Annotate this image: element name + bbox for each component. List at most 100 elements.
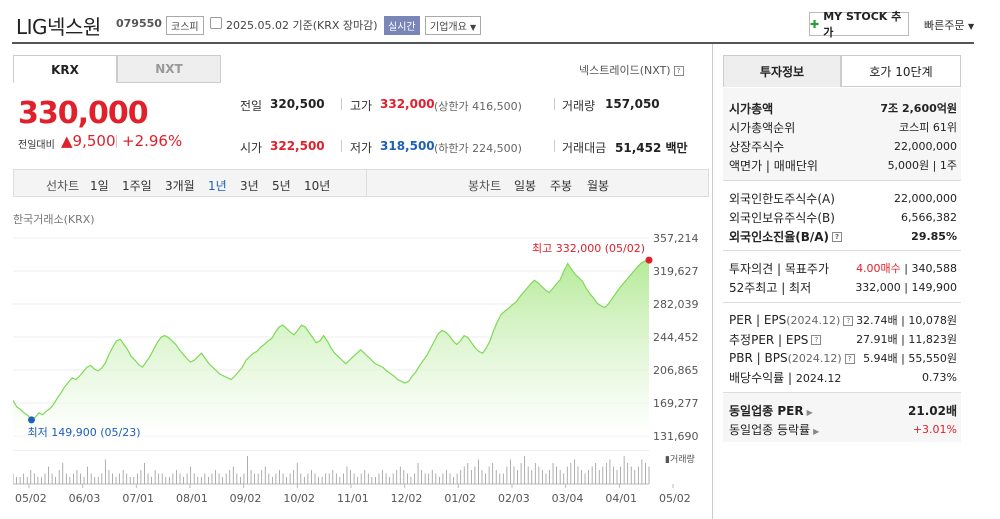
chevron-down-icon: ▼ — [470, 23, 477, 32]
sector-rate-label: 동일업종 등락률 ▶ — [729, 421, 819, 438]
change-amount: ▲9,500 — [61, 132, 116, 150]
realtime-badge[interactable]: 실시간 — [384, 16, 420, 35]
x-tick-label: 01/02 — [444, 492, 476, 505]
high-label: 고가 — [350, 99, 373, 113]
eps-value: 10,078원 — [908, 314, 957, 327]
low-label: 저가 — [350, 141, 373, 155]
per-values: 32.74배 | 10,078원 — [856, 314, 957, 327]
exchange-label: 한국거래소(KRX) — [13, 213, 95, 226]
info-label: 상장주식수 — [729, 139, 785, 154]
sector-per-value: 21.02배 — [908, 403, 957, 418]
panel-divider — [712, 44, 713, 519]
max-marker — [645, 256, 653, 264]
sector-rate-value: +3.01% — [912, 422, 957, 436]
y-tick-label: 282,039 — [653, 298, 699, 311]
stock-code: 079550 — [116, 17, 162, 30]
period-1w[interactable]: 1주일 — [122, 179, 152, 193]
dividend-label-text: 배당수익률 — [729, 370, 785, 385]
candle-chart-label[interactable]: 봉차트 — [468, 179, 502, 193]
est-per-values: 27.91배 | 11,823원 — [856, 333, 957, 346]
mystock-add-button[interactable]: ✚ MY STOCK 추가 — [809, 10, 909, 39]
period-10y[interactable]: 10년 — [304, 179, 331, 193]
candle-month[interactable]: 월봉 — [587, 179, 610, 193]
help-icon[interactable]: ? — [673, 66, 684, 76]
dividend-row: 배당수익률 | 2024.12 0.73% — [729, 368, 957, 386]
quick-order-link[interactable]: 빠른주문 ▼ — [924, 17, 974, 33]
volume-label: ▮거래량 — [665, 453, 695, 465]
help-icon[interactable]: ? — [844, 353, 855, 364]
candle-day[interactable]: 일봉 — [514, 179, 537, 193]
quote-sep — [554, 140, 555, 152]
x-tick-label: 02/03 — [498, 492, 530, 505]
period-1d[interactable]: 1일 — [90, 179, 109, 193]
mystock-label: MY STOCK 추가 — [823, 10, 902, 39]
change-label: 전일대비 — [18, 140, 55, 151]
prev-value: 320,500 — [270, 97, 325, 111]
market-badge: 코스피 — [166, 16, 204, 35]
nxt-link[interactable]: 넥스트레이드(NXT)? — [579, 62, 684, 78]
pbr-year: (2024.12) — [787, 352, 842, 365]
chevron-right-icon: ▶ — [813, 426, 820, 436]
price-chart: 357,214 319,627 282,039 244,452 206,865 169,2… — [13, 232, 699, 443]
stock-name: LIG넥스원 — [16, 15, 101, 39]
low-value: 318,500 — [380, 139, 435, 153]
triangle-up-icon: ▲ — [61, 132, 73, 150]
sector-rate-row[interactable]: 동일업종 등락률 ▶ +3.01% — [729, 420, 957, 438]
est-per-row: 추정PER | EPS? 27.91배 | 11,823원 — [729, 330, 957, 348]
period-bar — [13, 169, 709, 197]
tab-ask-10[interactable]: 호가 10단계 — [841, 55, 961, 87]
chevron-down-icon: ▼ — [967, 22, 975, 31]
opinion-value: 4.00매수 — [856, 262, 901, 275]
tab-nxt[interactable]: NXT — [117, 55, 221, 83]
bps-value: 55,550원 — [908, 352, 957, 365]
opinion-label: 투자의견 | 목표주가 — [729, 261, 829, 276]
max-label: 최고 332,000 (05/02) — [532, 242, 645, 255]
x-tick-label: 09/02 — [230, 492, 262, 505]
lower-limit: (하한가 224,500) — [434, 142, 522, 155]
section-divider — [723, 250, 961, 251]
dividend-value: 0.73% — [922, 370, 957, 384]
foreign-label-text: 외국인소진율(B/A) — [729, 229, 830, 244]
period-divider — [366, 170, 367, 196]
foreign-value: 29.85% — [911, 229, 957, 243]
x-tick-label: 05/02 — [659, 492, 691, 505]
amount-label: 거래대금 — [562, 141, 607, 155]
period-1y[interactable]: 1년 — [208, 179, 227, 193]
y-tick-label: 169,277 — [653, 397, 699, 410]
foreign-row: 외국인소진율(B/A)? 29.85% — [729, 227, 957, 245]
info-value: 7조 2,600억원 — [880, 102, 957, 115]
high-value: 332,000 — [380, 97, 435, 111]
open-value: 322,500 — [270, 139, 325, 153]
period-3m[interactable]: 3개월 — [165, 179, 195, 193]
x-tick-label: 06/03 — [69, 492, 101, 505]
y-tick-label: 319,627 — [653, 265, 699, 278]
sector-per-row[interactable]: 동일업종 PER ▶ 21.02배 — [729, 401, 957, 419]
pbr-value: 5.94배 — [863, 352, 898, 365]
upper-limit: (상한가 416,500) — [434, 100, 522, 113]
pbr-label: PBR | BPS(2024.12)? — [729, 351, 855, 365]
tab-invest-info[interactable]: 투자정보 — [723, 55, 841, 87]
tab-krx[interactable]: KRX — [13, 55, 117, 83]
sector-per-label-text: 동일업종 PER — [729, 403, 804, 418]
help-icon[interactable]: ? — [832, 232, 843, 242]
date-desc: 기준(KRX 장마감) — [292, 19, 378, 32]
est-per-label: 추정PER | EPS? — [729, 331, 822, 348]
date-value: 2025.05.02 — [226, 19, 289, 32]
info-row: 시가총액 7조 2,600억원 — [729, 99, 957, 117]
period-3y[interactable]: 3년 — [240, 179, 259, 193]
est-per-value: 27.91배 — [856, 333, 898, 346]
period-5y[interactable]: 5년 — [272, 179, 291, 193]
help-icon[interactable]: ? — [811, 335, 822, 345]
opinion-values: 4.00매수 | 340,588 — [856, 262, 957, 275]
help-icon[interactable]: ? — [843, 315, 854, 326]
calendar-icon — [210, 17, 222, 29]
candle-week[interactable]: 주봉 — [550, 179, 573, 193]
section-divider — [723, 302, 961, 303]
amount-number: 51,452 — [615, 141, 662, 155]
open-label: 시가 — [240, 141, 263, 155]
est-per-label-text: 추정PER | EPS — [729, 332, 809, 347]
per-label: PER | EPS(2024.12)? — [729, 313, 854, 327]
y-tick-label: 131,690 — [653, 430, 699, 443]
company-info-dropdown[interactable]: 기업개요 ▼ — [425, 16, 482, 35]
line-chart-label[interactable]: 선차트 — [46, 179, 80, 193]
